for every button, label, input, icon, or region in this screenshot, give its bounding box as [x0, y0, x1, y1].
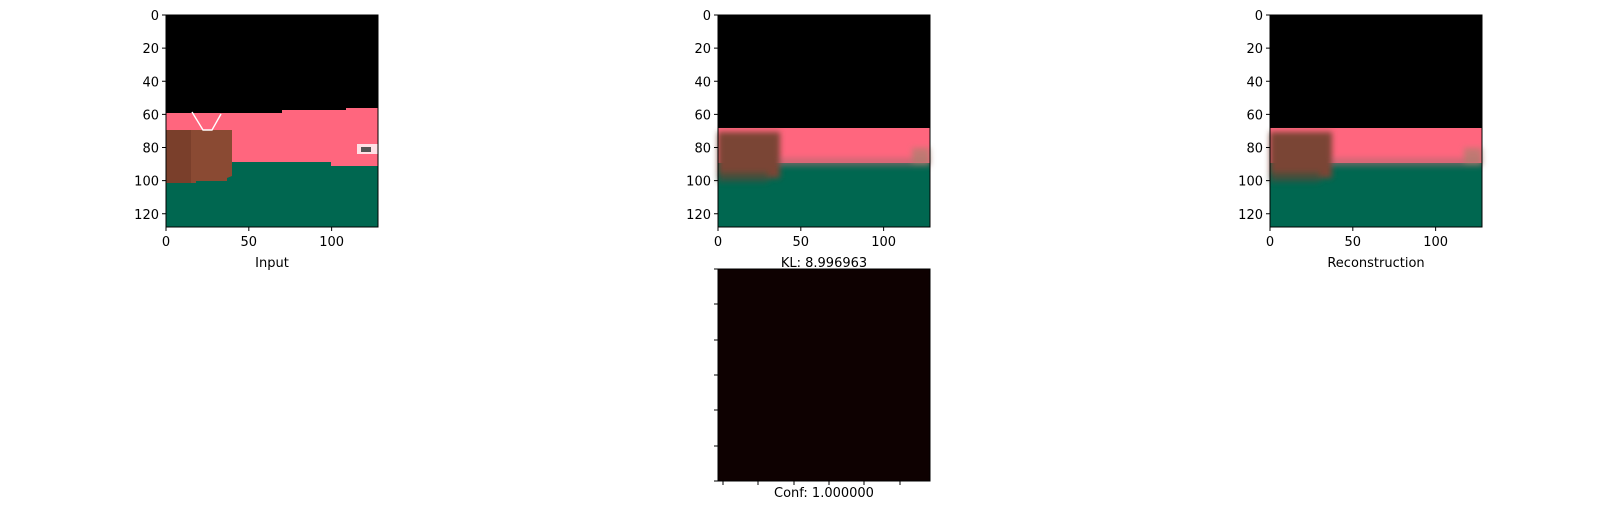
input-ytick-label: 60 — [142, 108, 159, 123]
kl-xtick-label: 50 — [793, 235, 810, 250]
input-object-antenna — [191, 111, 222, 131]
input-ytick-label: 0 — [151, 9, 159, 24]
kl-object — [718, 132, 780, 178]
input-xtick-label: 50 — [241, 235, 258, 250]
conf-xlabel: Conf: 1.000000 — [774, 486, 874, 501]
input-ytick-label: 40 — [142, 75, 159, 90]
kl-ytick-label: 0 — [703, 9, 711, 24]
recon-ytick-label: 40 — [1246, 75, 1263, 90]
conf-heatmap-cell — [718, 269, 930, 481]
recon-xtick-label: 100 — [1423, 235, 1448, 250]
recon-ytick-label: 100 — [1238, 175, 1263, 190]
recon-xlabel: Reconstruction — [1327, 256, 1424, 271]
recon-frame — [1269, 14, 1483, 228]
kl-ytick-label: 120 — [686, 208, 711, 223]
recon-ytick-label: 0 — [1255, 9, 1263, 24]
input-ytick-label: 100 — [134, 175, 159, 190]
input-xtick-label: 100 — [319, 235, 344, 250]
kl-ytick-label: 100 — [686, 175, 711, 190]
conf-ticks — [714, 268, 901, 485]
panel-conf: Conf: 1.000000 — [714, 268, 931, 501]
kl-xlabel: KL: 8.996963 — [781, 256, 867, 271]
recon-ytick-label: 80 — [1246, 142, 1263, 157]
input-ytick-label: 120 — [134, 208, 159, 223]
input-xlabel: Input — [255, 256, 289, 271]
kl-frame — [717, 14, 931, 228]
kl-xtick-label: 100 — [871, 235, 896, 250]
recon-object — [1270, 132, 1332, 178]
input-object-shade — [166, 130, 191, 183]
kl-ytick-label: 80 — [694, 142, 711, 157]
input-ytick-label: 80 — [142, 142, 159, 157]
recon-xtick-label: 0 — [1266, 235, 1274, 250]
input-xtick-label: 0 — [162, 235, 170, 250]
kl-xtick-label: 0 — [714, 235, 722, 250]
input-frame — [165, 14, 379, 228]
kl-ytick-label: 60 — [694, 108, 711, 123]
recon-ytick-label: 60 — [1246, 108, 1263, 123]
recon-ytick-label: 120 — [1238, 208, 1263, 223]
input-ytick-label: 20 — [142, 42, 159, 57]
kl-ytick-label: 40 — [694, 75, 711, 90]
recon-xtick-label: 50 — [1345, 235, 1362, 250]
recon-ytick-label: 20 — [1246, 42, 1263, 57]
input-object-small-dark — [361, 147, 371, 152]
kl-ytick-label: 20 — [694, 42, 711, 57]
